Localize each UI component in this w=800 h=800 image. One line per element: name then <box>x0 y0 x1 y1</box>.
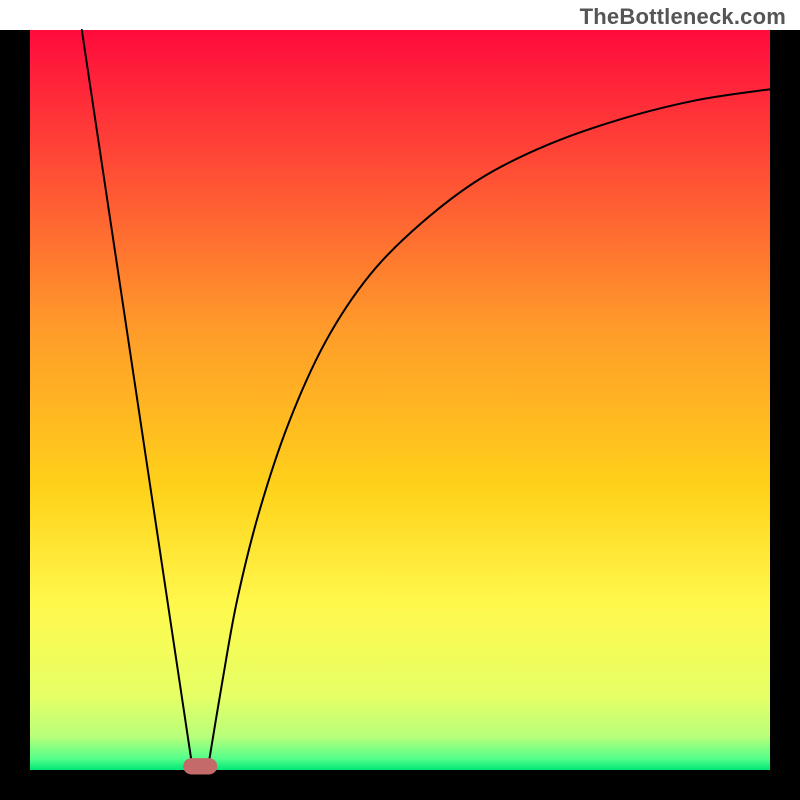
frame-left <box>0 30 30 800</box>
watermark-text: TheBottleneck.com <box>580 4 786 30</box>
plot-background <box>30 30 770 770</box>
bottleneck-chart <box>0 0 800 800</box>
optimal-marker <box>183 758 217 774</box>
frame-right <box>770 30 800 800</box>
frame-bottom <box>0 770 800 800</box>
